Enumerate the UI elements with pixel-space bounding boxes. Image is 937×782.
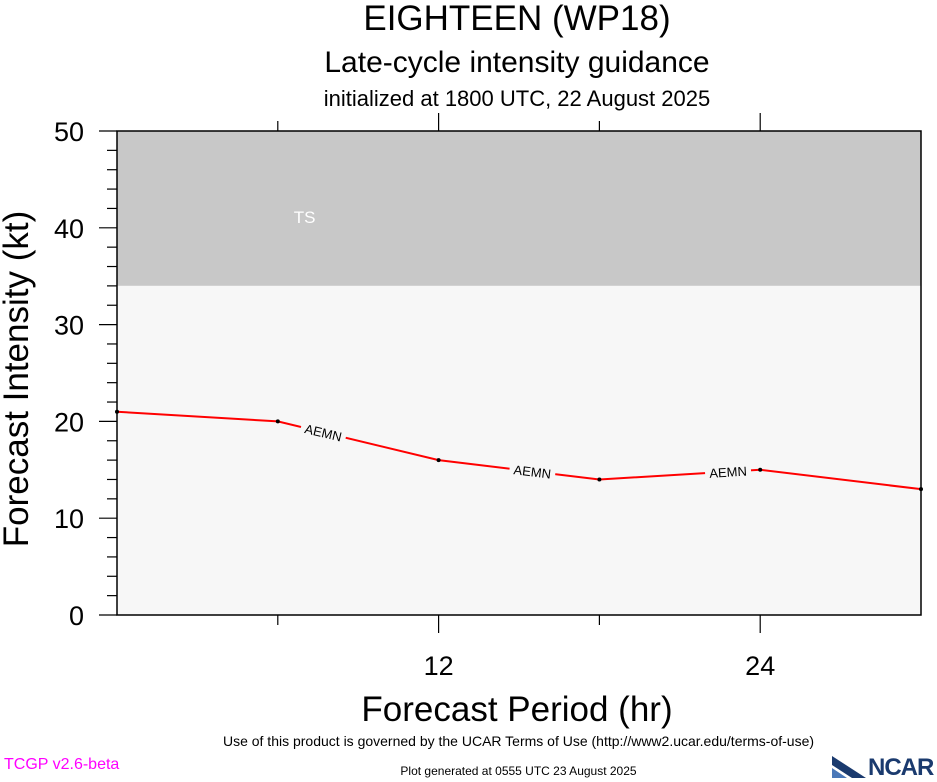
series-label: AEMN: [513, 462, 552, 481]
series-label-bg: [704, 462, 752, 482]
data-point: [436, 458, 441, 463]
data-point: [115, 409, 119, 414]
band-label: TS: [294, 208, 316, 227]
ncar-logo: NCAR: [832, 754, 937, 781]
y-tick-label: 10: [54, 504, 84, 534]
data-point: [597, 477, 602, 482]
y-tick-label: 40: [54, 214, 84, 244]
series-label-bg: [299, 419, 348, 446]
terms-of-use-text: Use of this product is governed by the U…: [222, 733, 815, 749]
series-label-bg: [508, 460, 557, 483]
chart-title: EIGHTEEN (WP18): [363, 0, 670, 38]
version-label: TCGP v2.6-beta: [4, 756, 120, 773]
data-point: [919, 487, 923, 492]
generated-timestamp: Plot generated at 0555 UTC 23 August 202…: [400, 764, 637, 778]
y-tick-label: 20: [54, 407, 84, 437]
ncar-logo-text: NCAR: [868, 754, 934, 781]
y-tick-label: 50: [54, 117, 84, 147]
data-point: [758, 467, 763, 472]
y-tick-label: 0: [69, 601, 84, 631]
data-point: [275, 419, 280, 424]
x-tick-label: 24: [745, 651, 775, 681]
x-axis-label: Forecast Period (hr): [361, 690, 672, 729]
intensity-band: [117, 131, 921, 286]
chart-init-time: initialized at 1800 UTC, 22 August 2025: [324, 86, 710, 111]
y-axis-label: Forecast Intensity (kt): [0, 211, 36, 547]
y-tick-label: 30: [54, 311, 84, 341]
series-label: AEMN: [709, 464, 747, 481]
plot-frame: [116, 130, 922, 616]
intensity-band: [117, 285, 921, 615]
x-tick-label: 12: [424, 651, 454, 681]
ncar-logo-icon: [832, 756, 866, 778]
chart-subtitle: Late-cycle intensity guidance: [324, 46, 709, 79]
